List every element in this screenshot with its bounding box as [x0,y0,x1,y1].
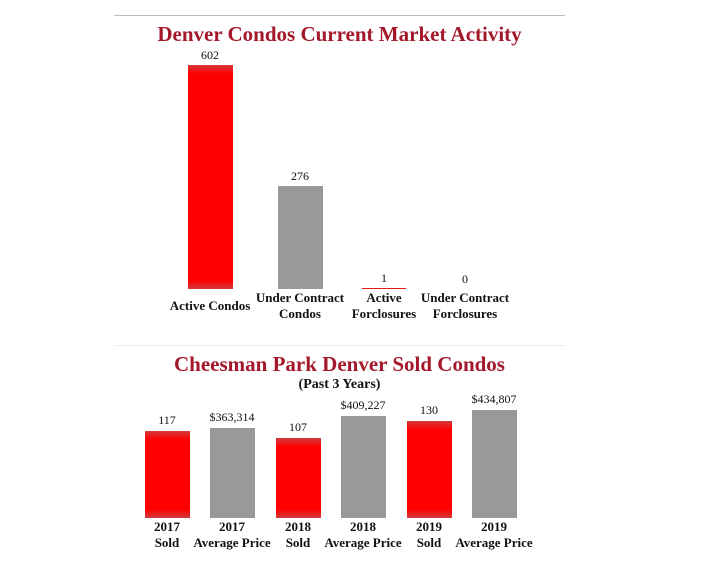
value-label-4: 130 [420,403,438,417]
category-label-1: 2017 Average Price [184,519,280,551]
category-label-1-line-1: Average Price [193,535,271,550]
category-label-4: 2019 Sold [381,519,477,551]
chart2-subtitle: (Past 3 Years) [298,377,381,392]
category-label-3: Under Contract Forclosures [417,290,513,322]
category-label-5: 2019 Average Price [446,519,542,551]
category-label-2-line-0: Active [366,290,402,305]
category-label-3-line-0: Under Contract [420,290,510,305]
bar-0 [187,65,233,289]
category-label-3-line-0: 2018 [350,519,376,534]
bar-1 [209,428,255,518]
category-label-5-line-1: Average Price [455,535,533,550]
value-label-2: 1 [381,271,387,285]
section-divider [114,345,565,346]
bar-1 [277,186,323,289]
value-label-0: 117 [158,413,176,427]
category-label-2-line-1: Forclosures [351,306,417,321]
bar-0 [144,431,190,518]
value-label-1: 276 [291,169,309,183]
category-label-1-line-0: Under Contract [255,290,345,305]
value-label-0: 602 [201,48,219,62]
bar-3 [340,416,386,518]
category-label-3: 2018 Average Price [315,519,411,551]
value-label-5: $434,807 [471,392,517,406]
value-label-1: $363,314 [209,410,255,424]
bar-2 [275,438,321,518]
category-label-3-line-1: Forclosures [432,306,498,321]
category-label-1-line-0: 2017 [219,519,245,534]
chart1-title: Denver Condos Current Market Activity [157,22,522,46]
category-label-2: 2018 Sold [250,519,346,551]
category-label-1: Under Contract Condos [252,290,348,322]
category-label-0-line-0: Active Condos [169,298,251,313]
bar-4 [406,421,452,518]
category-label-4-line-1: Sold [416,535,442,550]
category-label-0-line-1: Sold [154,535,180,550]
category-label-0-line-0: 2017 [154,519,180,534]
chart2-title: Cheesman Park Denver Sold Condos [174,352,505,376]
bar-2 [362,288,406,289]
category-label-2-line-0: 2018 [285,519,311,534]
category-label-4-line-0: 2019 [416,519,442,534]
value-label-3: 0 [462,272,468,286]
category-label-0: 2017 Sold [119,519,215,551]
value-label-3: $409,227 [340,398,386,412]
value-label-2: 107 [289,420,307,434]
category-label-5-line-0: 2019 [481,519,507,534]
category-label-1-line-1: Condos [279,306,321,321]
category-label-3-line-1: Average Price [324,535,402,550]
category-label-2: Active Forclosures [336,290,432,322]
category-label-2-line-1: Sold [285,535,311,550]
top-divider [114,15,565,16]
bar-5 [471,410,517,518]
category-label-0: Active Condos [162,298,258,314]
